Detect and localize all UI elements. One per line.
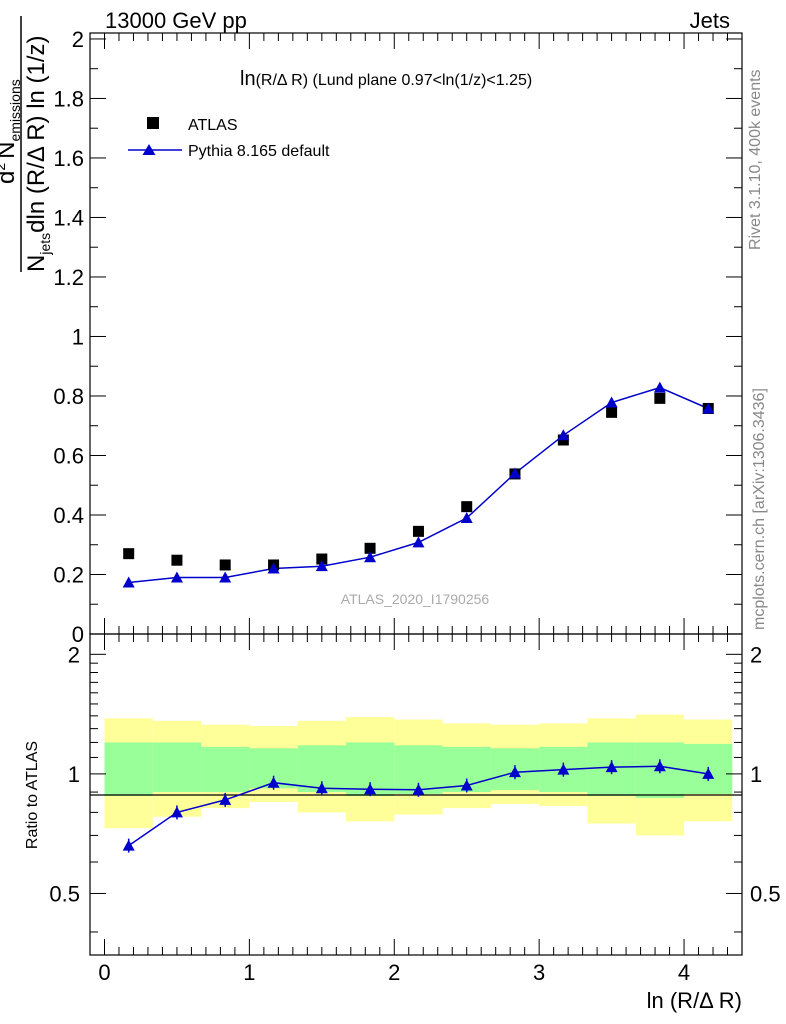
main-y-tick-labels: 0 0.2 0.4 0.6 0.8 1 1.2 1.4 1.6 1.8 2 — [53, 27, 84, 647]
x-tick-label: 2 — [388, 960, 400, 985]
plot-title-rest: (Lund plane 0.97<ln(1/z)<1.25) — [308, 72, 532, 89]
mc-point — [702, 402, 715, 414]
ratio-mc-point — [460, 779, 473, 791]
ratio-y-tick-label-right: 1 — [750, 762, 762, 787]
mc-point — [653, 381, 666, 393]
x-tick-label: 1 — [243, 960, 255, 985]
atlas-point — [123, 548, 135, 560]
x-tick-label: 4 — [678, 960, 690, 985]
atlas-point — [412, 525, 424, 537]
mc-point — [605, 396, 618, 408]
mc-point — [122, 576, 135, 588]
mc-point — [460, 511, 473, 523]
legend-atlas-marker — [147, 117, 159, 129]
main-axis-ticks — [90, 33, 742, 635]
ratio-y-tick-labels: 0.5 1 2 — [49, 642, 80, 906]
legend-mc-marker — [142, 144, 156, 155]
ratio-y-tick-label: 1 — [68, 762, 80, 787]
ratio-y-axis-label: Ratio to ATLAS — [24, 741, 41, 849]
main-y-tick-label: 1 — [72, 324, 84, 349]
plot-title: ln(R/Δ R) (Lund plane 0.97<ln(1/z)<1.25) — [240, 68, 532, 90]
ratio-y-tick-labels-right: 0.5 1 2 — [750, 642, 781, 906]
ratio-mc-point — [170, 806, 183, 818]
ratio-y-tick-label: 0.5 — [49, 881, 80, 906]
legend: ATLAS Pythia 8.165 default — [128, 117, 330, 160]
atlas-point — [171, 554, 183, 566]
main-y-tick-label: 1.4 — [53, 205, 84, 230]
mc-point — [219, 571, 232, 583]
rivet-label: Rivet 3.1.10, 400k events — [747, 69, 764, 250]
ratio-mc-point — [508, 766, 521, 778]
ratio-data-layer — [122, 759, 715, 853]
ratio-axis-ticks — [90, 634, 742, 955]
analysis-watermark: ATLAS_2020_I1790256 — [341, 591, 490, 607]
main-y-axis-label: Njetsdln (R/Δ R) ln (1/z) d2Nemissions 1 — [0, 16, 53, 272]
mcplots-label: mcplots.cern.ch [arXiv:1306.3436] — [751, 388, 768, 630]
atlas-point — [654, 392, 666, 404]
legend-atlas-label: ATLAS — [188, 117, 238, 134]
main-plot: 0 0.2 0.4 0.6 0.8 1 1.2 1.4 1.6 1.8 2 ln(R/Δ R) (L… — [0, 16, 743, 647]
ratio-band-inner — [152, 742, 202, 793]
ratio-mc-point — [122, 839, 135, 851]
legend-mc-label: Pythia 8.165 default — [188, 143, 330, 160]
main-y-tick-label: 0 — [72, 622, 84, 647]
y-numerator: d2Nemissions — [0, 79, 23, 184]
plot-title-prefix: ln — [240, 68, 256, 90]
header-energy: 13000 GeV pp — [105, 8, 247, 33]
main-y-tick-label: 0.4 — [53, 503, 84, 528]
ratio-mc-point — [702, 767, 715, 779]
atlas-point — [364, 542, 376, 554]
mc-point — [508, 467, 521, 479]
y-denominator: Njetsdln (R/Δ R) ln (1/z) — [23, 35, 53, 272]
ratio-mc-point — [557, 763, 570, 775]
mc-point — [267, 562, 280, 574]
ratio-mc-point — [267, 776, 280, 788]
ratio-mc-point — [412, 783, 425, 795]
mc-point — [170, 571, 183, 583]
x-tick-label: 0 — [98, 960, 110, 985]
mc-point — [557, 429, 570, 441]
atlas-point — [606, 406, 618, 418]
plot-title-variable: (R/Δ R) — [256, 72, 308, 89]
atlas-point — [461, 501, 473, 513]
main-y-tick-label: 1.8 — [53, 86, 84, 111]
ratio-mc-point — [605, 761, 618, 773]
main-y-tick-label: 2 — [72, 27, 84, 52]
ratio-y-tick-label-right: 2 — [750, 642, 762, 667]
mc-point — [412, 536, 425, 548]
x-tick-label: 3 — [533, 960, 545, 985]
ratio-uncertainty-bands — [104, 714, 733, 836]
ratio-mc-point — [653, 760, 666, 772]
ratio-mc-point — [219, 793, 232, 805]
main-y-tick-label: 1.6 — [53, 146, 84, 171]
ratio-frame — [89, 633, 743, 956]
main-y-tick-label: 0.8 — [53, 384, 84, 409]
ratio-band-inner — [201, 746, 250, 793]
ratio-mc-point — [364, 783, 377, 795]
main-y-tick-label: 0.2 — [53, 562, 84, 587]
ratio-plot: 0.5 1 2 0.5 1 2 Ratio to ATLAS 0 1 2 3 4 ln (R/Δ… — [24, 633, 781, 1013]
atlas-point — [316, 553, 328, 565]
mc-point — [315, 560, 328, 572]
ratio-mc-point — [315, 782, 328, 794]
x-axis-label: ln (R/Δ R) — [647, 988, 742, 1013]
main-y-tick-label: 1.2 — [53, 265, 84, 290]
main-y-tick-label: 0.6 — [53, 443, 84, 468]
ratio-y-tick-label-right: 0.5 — [750, 881, 781, 906]
mc-line — [128, 386, 709, 584]
mc-point — [364, 551, 377, 563]
main-data-layer — [122, 381, 715, 588]
header-category: Jets — [690, 8, 730, 33]
atlas-point — [219, 559, 231, 571]
x-tick-labels: 0 1 2 3 4 — [98, 960, 690, 985]
ratio-band-inner — [104, 742, 153, 796]
ratio-y-tick-label: 2 — [68, 642, 80, 667]
